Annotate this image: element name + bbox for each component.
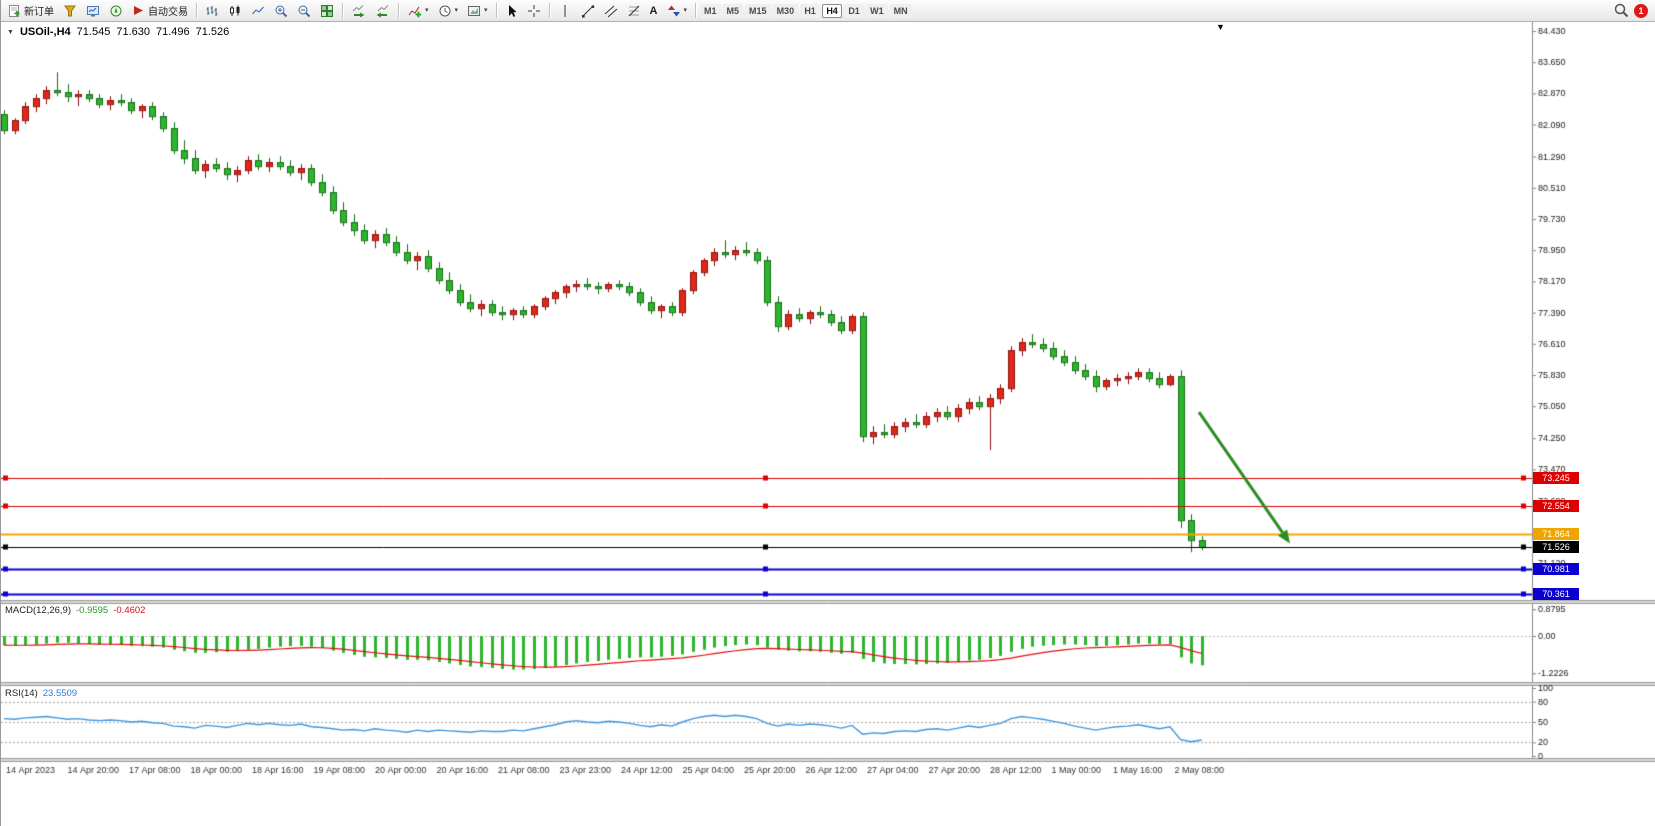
timeframe-group: M1 M5 M15 M30 H1 H4 D1 W1 MN	[700, 3, 912, 18]
crosshair-button[interactable]	[523, 1, 545, 20]
clock-icon	[439, 5, 451, 16]
templates-button[interactable]: ▾	[463, 1, 492, 20]
line-chart-icon	[252, 6, 264, 14]
text-tool-button[interactable]: A	[646, 1, 662, 20]
rsi-value: 23.5509	[42, 688, 78, 699]
notification-count: 1	[1638, 5, 1644, 16]
vertical-line-button[interactable]	[554, 1, 576, 20]
channel-button[interactable]	[600, 1, 622, 20]
scroll-to-end-marker[interactable]: ▼	[1216, 22, 1225, 32]
indicators-icon	[408, 6, 422, 17]
chart-canvas[interactable]	[1, 22, 1655, 826]
price-tag: 72.554	[1533, 500, 1579, 513]
zoom-out-icon	[298, 5, 311, 17]
toolbar-separator	[695, 3, 697, 18]
line-chart-button[interactable]	[247, 1, 269, 20]
fibonacci-icon	[628, 5, 639, 16]
navigator-button[interactable]	[105, 1, 127, 20]
timeframe-button-M1[interactable]: M1	[700, 3, 721, 18]
candlestick-chart-icon	[230, 5, 240, 16]
notification-badge[interactable]: 1	[1634, 3, 1648, 18]
template-icon	[468, 5, 481, 16]
timeframe-button-MN[interactable]: MN	[889, 3, 912, 18]
rsi-indicator-label: RSI(14) 23.5509	[5, 688, 77, 699]
timeframe-button-M5[interactable]: M5	[722, 3, 744, 18]
autotrading-icon	[134, 6, 143, 15]
search-icon	[1614, 3, 1629, 18]
open-value: 71.545	[76, 26, 111, 38]
chart-shift-button[interactable]	[371, 1, 394, 20]
macd-signal-value: -0.4602	[113, 605, 146, 616]
chart-menu-icon[interactable]: ▼	[7, 28, 14, 36]
chart-area: ▼ USOil-,H4 71.545 71.630 71.496 71.526 …	[1, 22, 1655, 826]
tile-windows-button[interactable]	[316, 1, 338, 20]
macd-indicator-label: MACD(12,26,9) -0.9595 -0.4602	[5, 605, 145, 616]
chart-shift-icon	[376, 4, 389, 17]
toolbar-separator	[495, 3, 497, 18]
tile-windows-icon	[321, 4, 333, 17]
navigator-icon	[110, 5, 122, 16]
toolbar-separator	[398, 3, 399, 18]
high-value: 71.630	[116, 26, 150, 38]
fibonacci-button[interactable]	[623, 1, 645, 20]
cursor-icon	[508, 4, 517, 17]
price-tag: 73.245	[1533, 472, 1579, 485]
close-value: 71.526	[195, 26, 230, 38]
chart-title: ▼ USOil-,H4 71.545 71.630 71.496 71.526	[7, 26, 229, 38]
data-window-button[interactable]	[82, 1, 104, 20]
market-watch-button[interactable]	[59, 1, 81, 20]
toolbar-separator	[342, 3, 343, 18]
timeframe-button-H4[interactable]: H4	[822, 3, 843, 18]
zoom-in-icon	[275, 5, 288, 17]
arrows-icon	[667, 5, 680, 16]
cursor-button[interactable]	[501, 1, 522, 20]
market-watch-icon	[64, 5, 76, 16]
arrows-button[interactable]: ▾	[663, 1, 692, 20]
text-tool-label: A	[649, 4, 658, 17]
zoom-in-button[interactable]	[270, 1, 292, 20]
trendline-icon	[581, 4, 594, 18]
timeframe-button-D1[interactable]: D1	[844, 3, 865, 18]
zoom-out-button[interactable]	[293, 1, 315, 20]
autotrading-label: 自动交易	[148, 7, 188, 18]
new-order-label: 新订单	[24, 7, 54, 18]
toolbar-separator	[196, 3, 197, 18]
rsi-name: RSI(14)	[5, 688, 38, 699]
bar-chart-icon	[206, 5, 218, 16]
channel-icon	[604, 5, 617, 17]
price-tag: 71.864	[1533, 527, 1579, 540]
periods-button[interactable]: ▾	[434, 1, 463, 20]
low-value: 71.496	[155, 26, 190, 38]
timeframe-button-M30[interactable]: M30	[772, 3, 799, 18]
crosshair-icon	[527, 4, 540, 17]
macd-main-value: -0.9595	[76, 605, 109, 616]
toolbar: 新订单 自动交易	[1, 0, 1655, 22]
new-order-button[interactable]: 新订单	[3, 1, 58, 20]
vertical-line-icon	[564, 4, 566, 17]
timeframe-button-M15[interactable]: M15	[745, 3, 771, 18]
bar-chart-button[interactable]	[201, 1, 223, 20]
price-tag: 70.361	[1533, 587, 1579, 600]
candlestick-chart-button[interactable]	[224, 1, 246, 20]
trendline-button[interactable]	[577, 1, 599, 20]
chevron-down-icon: ▾	[484, 7, 488, 14]
auto-scroll-icon	[352, 4, 365, 17]
macd-name: MACD(12,26,9)	[5, 605, 71, 616]
data-window-icon	[87, 5, 99, 16]
indicators-button[interactable]: ▾	[403, 1, 433, 20]
timeframe-button-W1[interactable]: W1	[866, 3, 888, 18]
price-tag: 70.981	[1533, 562, 1579, 575]
auto-scroll-button[interactable]	[347, 1, 370, 20]
chevron-down-icon: ▾	[683, 7, 688, 14]
toolbar-separator	[548, 3, 550, 18]
price-tag: 71.526	[1533, 541, 1579, 554]
autotrading-button[interactable]: 自动交易	[128, 1, 192, 20]
new-order-icon	[9, 4, 20, 17]
search-button[interactable]	[1610, 1, 1633, 20]
timeframe-button-H1[interactable]: H1	[800, 3, 821, 18]
chevron-down-icon: ▾	[425, 7, 429, 14]
symbol-period-label: USOil-,H4	[19, 26, 71, 38]
chevron-down-icon: ▾	[454, 7, 459, 14]
